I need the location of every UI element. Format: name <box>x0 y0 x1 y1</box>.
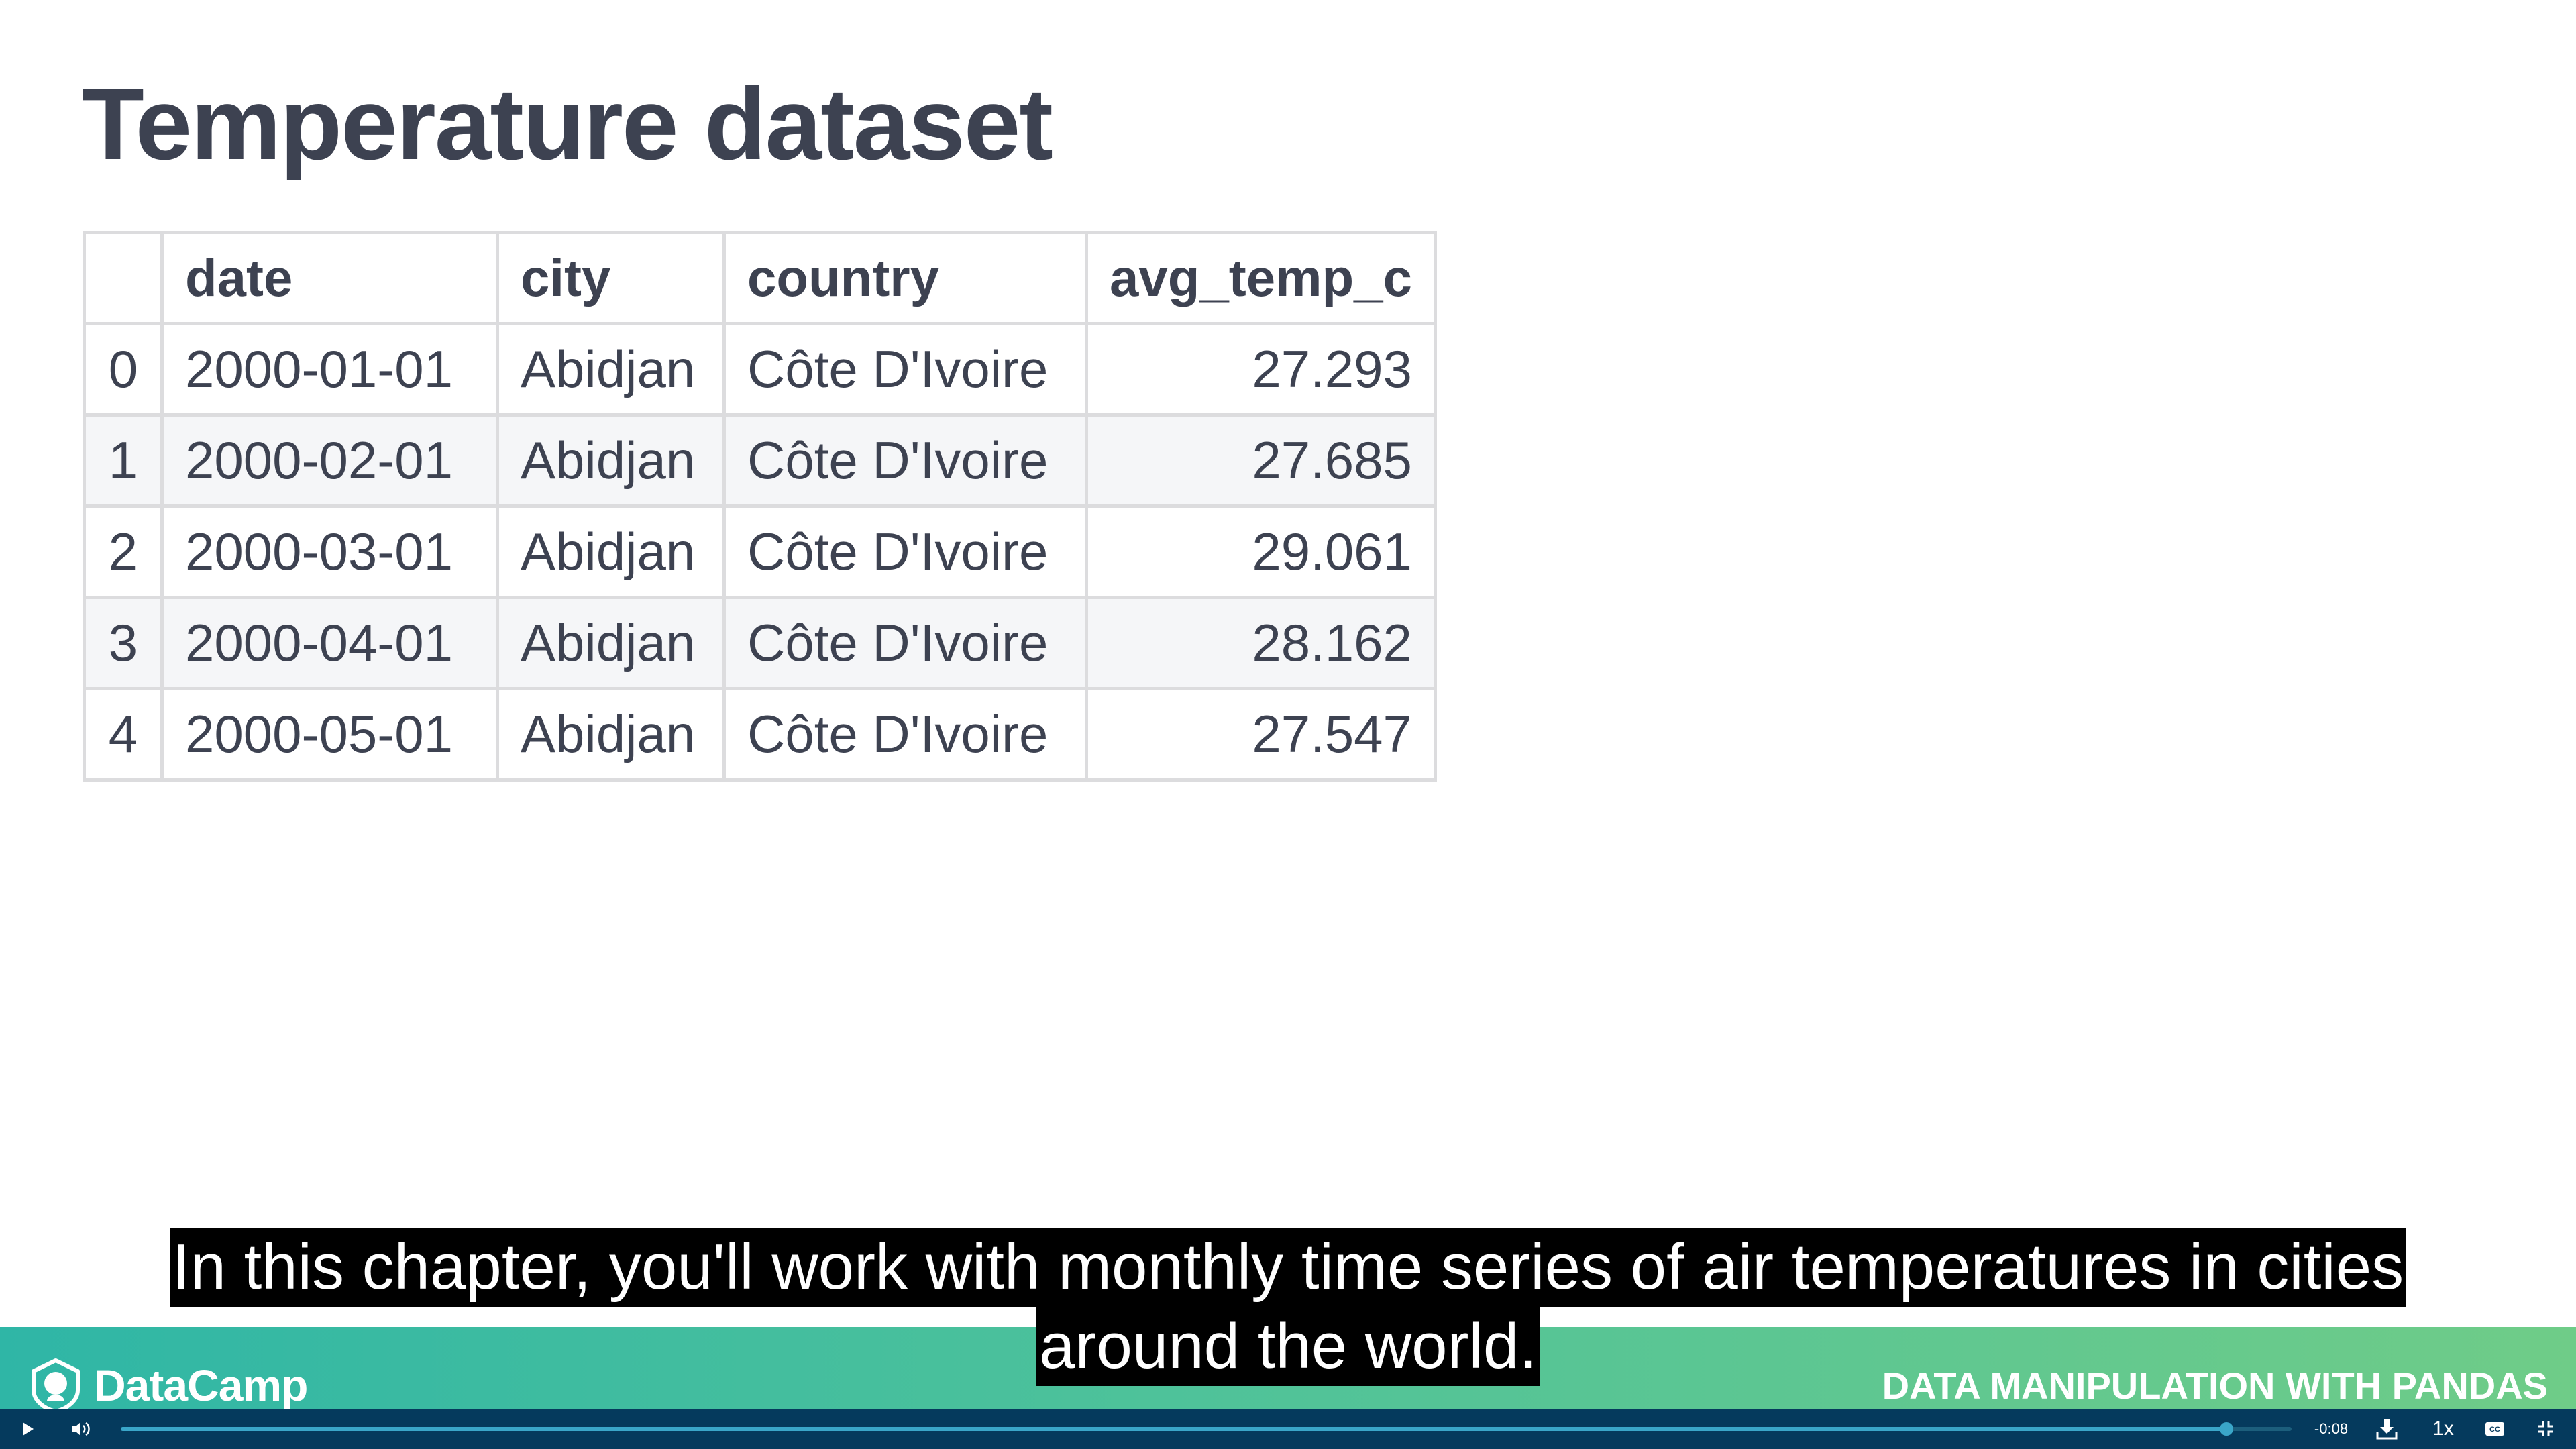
closed-captions-button[interactable]: CC <box>2479 1409 2510 1449</box>
column-header-index <box>83 231 164 325</box>
seek-bar-progress <box>121 1427 2226 1431</box>
play-button[interactable] <box>15 1409 42 1449</box>
table-row: 0 2000-01-01 Abidjan Côte D'Ivoire 27.29… <box>83 322 1437 417</box>
avg-temp-cell: 27.547 <box>1085 687 1437 782</box>
volume-icon <box>72 1421 90 1436</box>
row-index-cell: 2 <box>83 504 164 599</box>
country-cell: Côte D'Ivoire <box>722 413 1088 508</box>
time-remaining: -0:08 <box>2314 1420 2349 1437</box>
city-cell: Abidjan <box>496 322 726 417</box>
table-header-row: date city country avg_temp_c <box>83 231 1437 325</box>
city-cell: Abidjan <box>496 413 726 508</box>
date-cell: 2000-03-01 <box>160 504 499 599</box>
caption-line-1: In this chapter, you'll work with monthl… <box>169 1228 2407 1307</box>
closed-captions-icon: CC <box>2485 1422 2504 1436</box>
playback-speed-button[interactable]: 1x <box>2432 1417 2454 1440</box>
table-row: 2 2000-03-01 Abidjan Côte D'Ivoire 29.06… <box>83 504 1437 599</box>
row-index-cell: 1 <box>83 413 164 508</box>
table-row: 1 2000-02-01 Abidjan Côte D'Ivoire 27.68… <box>83 413 1437 508</box>
avg-temp-cell: 27.685 <box>1085 413 1437 508</box>
exit-fullscreen-icon <box>2538 1421 2553 1436</box>
row-index-cell: 4 <box>83 687 164 782</box>
date-cell: 2000-04-01 <box>160 596 499 690</box>
dataframe-table: date city country avg_temp_c 0 2000-01-0… <box>83 231 1437 782</box>
country-cell: Côte D'Ivoire <box>722 322 1088 417</box>
course-name: DATA MANIPULATION WITH PANDAS <box>1882 1364 2548 1407</box>
subtitle-caption: In this chapter, you'll work with monthl… <box>0 1228 2576 1386</box>
datacamp-logo: DataCamp <box>27 1356 308 1414</box>
date-cell: 2000-02-01 <box>160 413 499 508</box>
slide-title: Temperature dataset <box>82 67 1053 181</box>
country-cell: Côte D'Ivoire <box>722 504 1088 599</box>
avg-temp-cell: 28.162 <box>1085 596 1437 690</box>
city-cell: Abidjan <box>496 504 726 599</box>
row-index-cell: 3 <box>83 596 164 690</box>
seek-bar-handle[interactable] <box>2219 1422 2233 1436</box>
play-icon <box>23 1422 34 1436</box>
column-header-date: date <box>160 231 499 325</box>
city-cell: Abidjan <box>496 687 726 782</box>
table-row: 4 2000-05-01 Abidjan Côte D'Ivoire 27.54… <box>83 687 1437 782</box>
volume-button[interactable] <box>64 1409 98 1449</box>
column-header-country: country <box>722 231 1088 325</box>
column-header-avg-temp: avg_temp_c <box>1085 231 1437 325</box>
exit-fullscreen-button[interactable] <box>2529 1409 2563 1449</box>
avg-temp-cell: 29.061 <box>1085 504 1437 599</box>
seek-bar[interactable] <box>121 1422 2292 1436</box>
date-cell: 2000-01-01 <box>160 322 499 417</box>
column-header-city: city <box>496 231 726 325</box>
datacamp-logo-text: DataCamp <box>94 1360 308 1410</box>
city-cell: Abidjan <box>496 596 726 690</box>
caption-line-2: around the world. <box>1036 1307 1540 1386</box>
table-row: 3 2000-04-01 Abidjan Côte D'Ivoire 28.16… <box>83 596 1437 690</box>
country-cell: Côte D'Ivoire <box>722 687 1088 782</box>
video-player-controls: -0:08 1x CC <box>0 1409 2576 1449</box>
row-index-cell: 0 <box>83 322 164 417</box>
download-icon <box>2376 1419 2398 1440</box>
country-cell: Côte D'Ivoire <box>722 596 1088 690</box>
svg-text:CC: CC <box>2489 1426 2500 1434</box>
download-button[interactable] <box>2368 1409 2406 1449</box>
date-cell: 2000-05-01 <box>160 687 499 782</box>
avg-temp-cell: 27.293 <box>1085 322 1437 417</box>
